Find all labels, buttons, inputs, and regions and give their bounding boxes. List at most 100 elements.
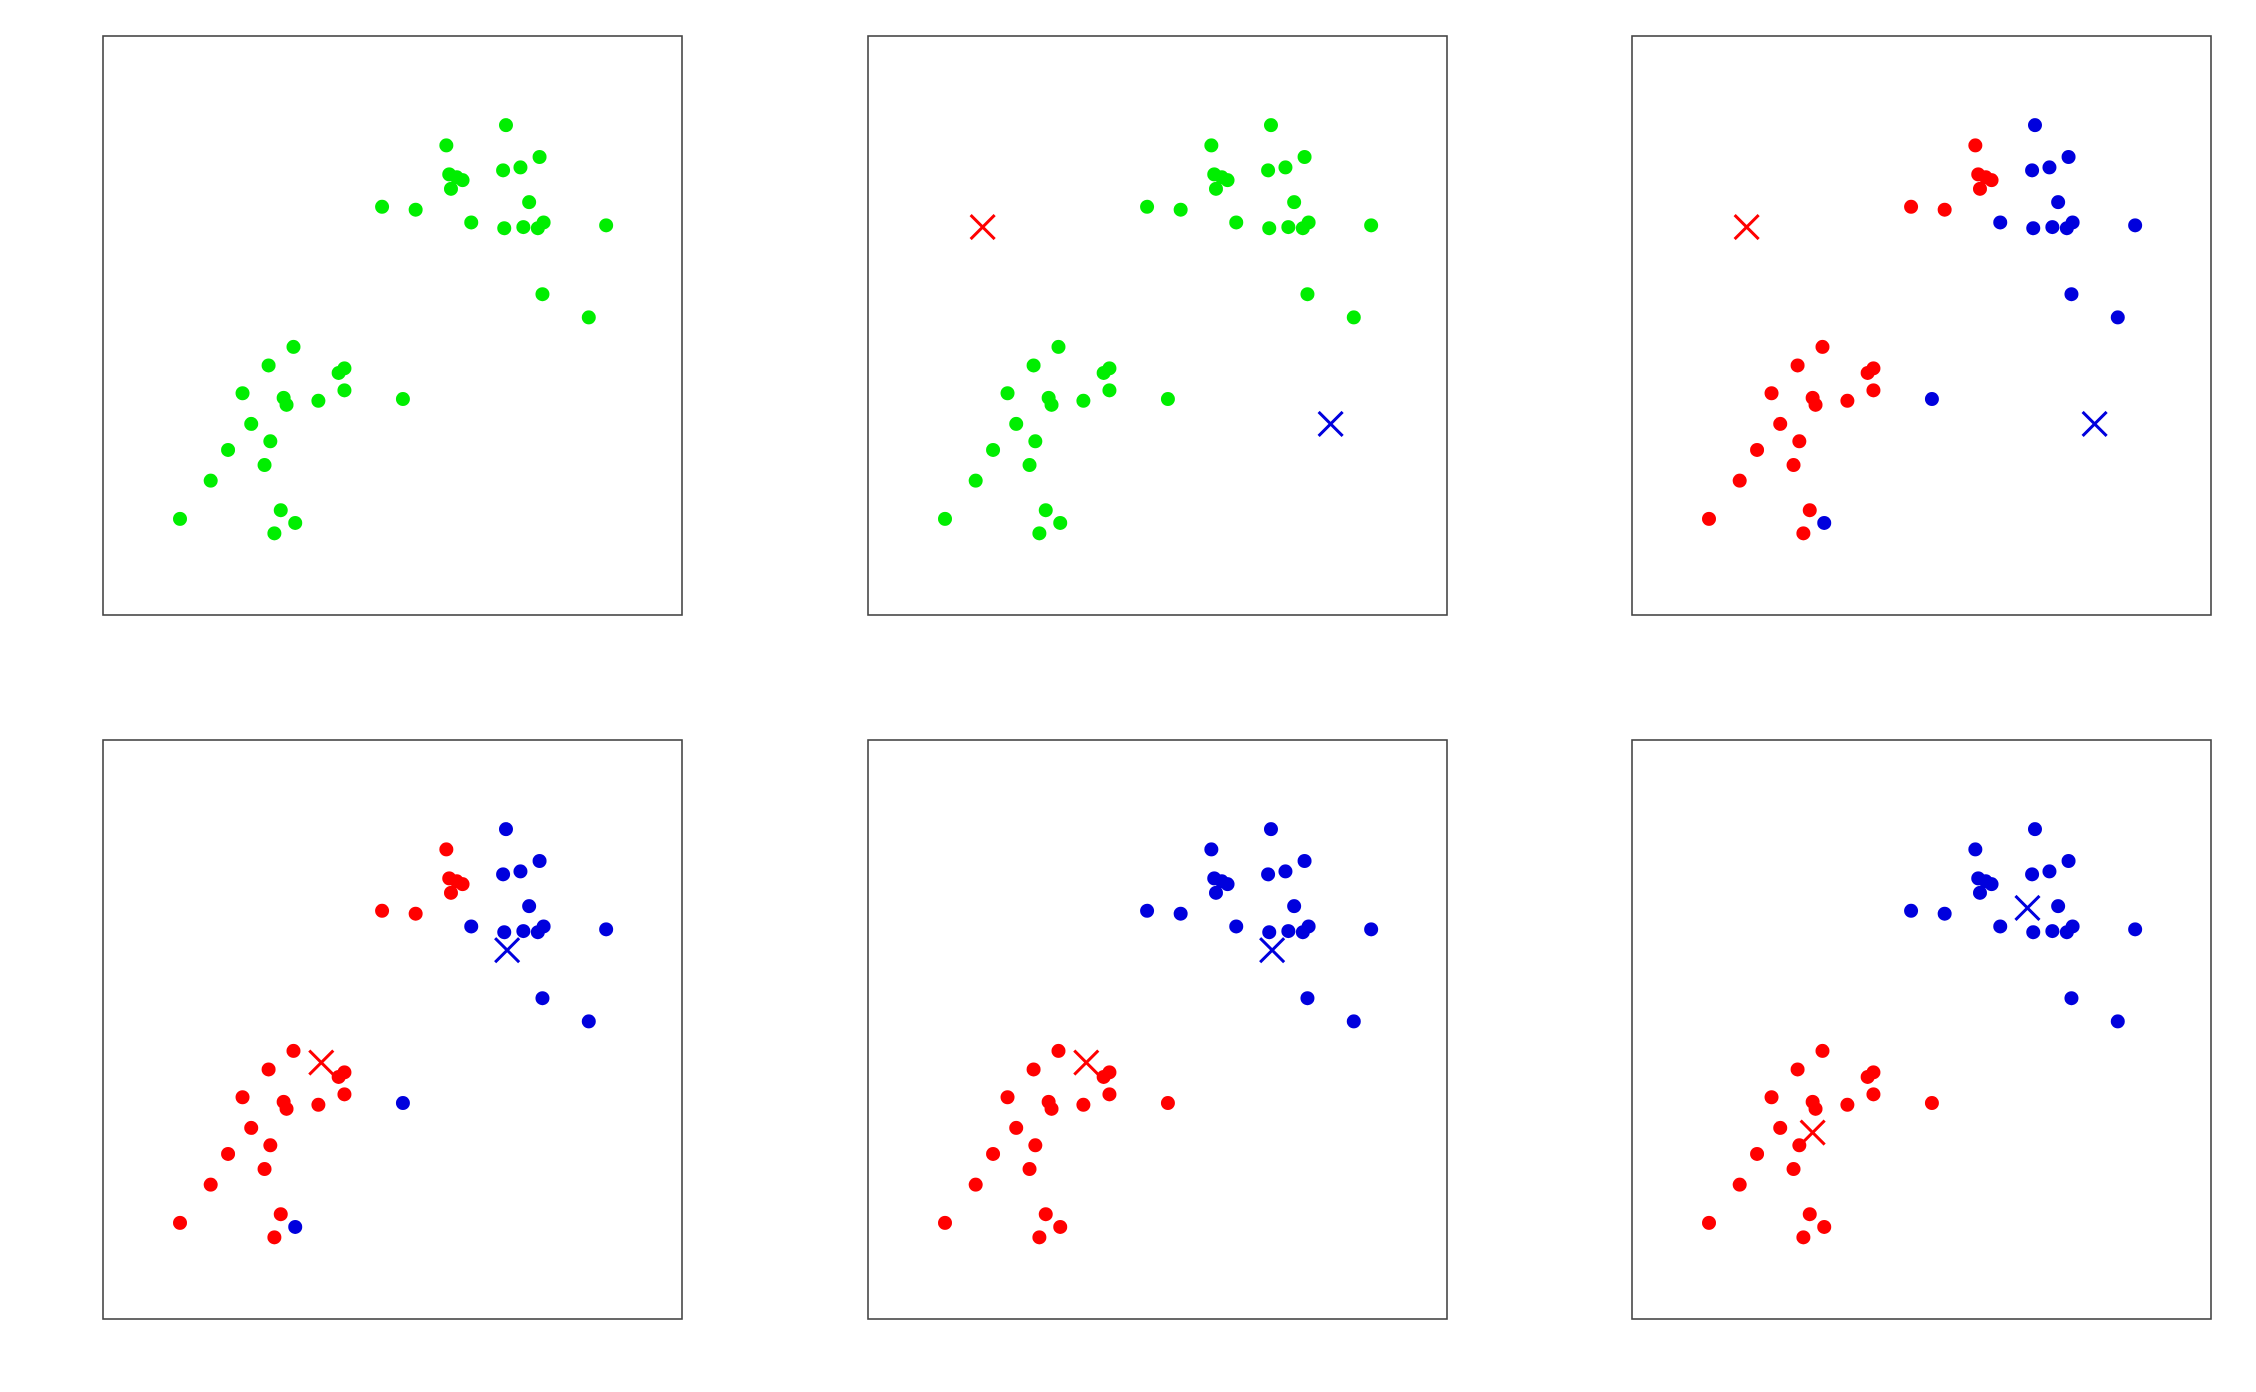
centroid-marker <box>308 1049 335 1076</box>
data-point <box>173 1215 188 1230</box>
data-point <box>1750 442 1765 457</box>
data-point <box>2110 310 2125 325</box>
data-point <box>455 877 470 892</box>
data-point <box>516 220 531 235</box>
centroid-marker <box>969 214 996 241</box>
data-point <box>1904 903 1919 918</box>
data-point <box>221 1146 236 1161</box>
data-point <box>1346 310 1361 325</box>
data-point <box>938 1215 953 1230</box>
data-point <box>375 903 390 918</box>
data-point <box>273 503 288 518</box>
data-point <box>1261 163 1276 178</box>
data-point <box>2026 925 2041 940</box>
data-point <box>1096 1069 1111 1084</box>
centroid-marker <box>1733 214 1760 241</box>
data-point <box>1750 1146 1765 1161</box>
data-point <box>1009 1120 1024 1135</box>
data-point <box>2045 220 2060 235</box>
data-point <box>244 416 259 431</box>
scatter-panel <box>867 739 1448 1320</box>
data-point <box>938 511 953 526</box>
data-point <box>1802 1207 1817 1222</box>
data-point <box>1051 1043 1066 1058</box>
data-point <box>1053 1219 1068 1234</box>
data-point <box>1301 919 1316 934</box>
data-point <box>1009 416 1024 431</box>
data-point <box>2128 922 2143 937</box>
data-point <box>1026 1062 1041 1077</box>
data-point <box>1808 397 1823 412</box>
data-point <box>536 215 551 230</box>
data-point <box>1028 434 1043 449</box>
data-point <box>1051 339 1066 354</box>
scatter-panel <box>1631 739 2212 1320</box>
data-point <box>443 181 458 196</box>
data-point <box>1000 386 1015 401</box>
data-point <box>1044 1101 1059 1116</box>
data-point <box>1173 202 1188 217</box>
scatter-panel <box>1631 35 2212 616</box>
data-point <box>1160 1096 1175 1111</box>
data-point <box>288 1219 303 1234</box>
data-point <box>2045 924 2060 939</box>
data-point <box>1300 287 1315 302</box>
data-point <box>1792 434 1807 449</box>
data-point <box>261 358 276 373</box>
data-point <box>1732 473 1747 488</box>
data-point <box>1346 1014 1361 1029</box>
data-point <box>1972 181 1987 196</box>
data-point <box>288 515 303 530</box>
data-point <box>464 919 479 934</box>
data-point <box>244 1120 259 1135</box>
data-point <box>1937 202 1952 217</box>
data-point <box>1262 925 1277 940</box>
data-point <box>1160 392 1175 407</box>
data-point <box>1096 365 1111 380</box>
data-point <box>2065 215 2080 230</box>
data-point <box>513 160 528 175</box>
data-point <box>331 1069 346 1084</box>
scatter-panel <box>867 35 1448 616</box>
data-point <box>2042 864 2057 879</box>
data-point <box>2051 899 2066 914</box>
data-point <box>599 218 614 233</box>
data-point <box>1840 1097 1855 1112</box>
data-point <box>2065 919 2080 934</box>
data-point <box>1773 416 1788 431</box>
data-point <box>1790 1062 1805 1077</box>
data-point <box>1860 1069 1875 1084</box>
centroid-marker <box>1317 410 1344 437</box>
data-point <box>1044 397 1059 412</box>
data-point <box>1840 393 1855 408</box>
data-point <box>581 310 596 325</box>
data-point <box>498 118 513 133</box>
data-point <box>203 1177 218 1192</box>
data-point <box>1278 864 1293 879</box>
data-point <box>375 199 390 214</box>
data-point <box>286 339 301 354</box>
data-point <box>1968 138 1983 153</box>
data-point <box>1229 215 1244 230</box>
data-point <box>221 442 236 457</box>
data-point <box>267 1230 282 1245</box>
data-point <box>532 150 547 165</box>
plot-frame <box>102 35 683 616</box>
data-point <box>337 383 352 398</box>
data-point <box>1817 515 1832 530</box>
data-point <box>1732 1177 1747 1192</box>
data-point <box>1364 922 1379 937</box>
data-point <box>1281 924 1296 939</box>
data-point <box>1786 1162 1801 1177</box>
data-point <box>1032 526 1047 541</box>
data-point <box>1173 906 1188 921</box>
data-point <box>311 393 326 408</box>
data-point <box>311 1097 326 1112</box>
data-point <box>1102 1087 1117 1102</box>
data-point <box>522 195 537 210</box>
data-point <box>1993 215 2008 230</box>
data-point <box>263 434 278 449</box>
data-point <box>1204 842 1219 857</box>
